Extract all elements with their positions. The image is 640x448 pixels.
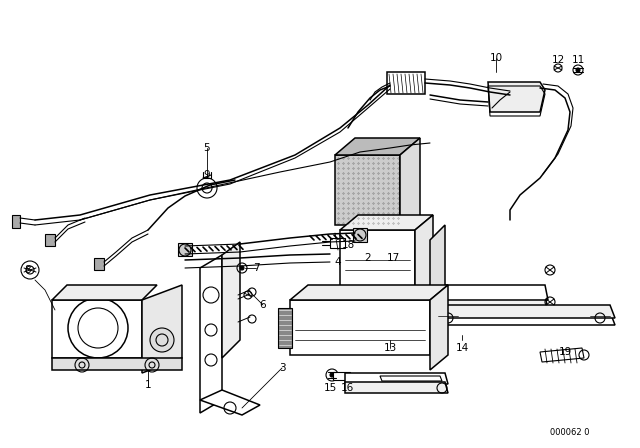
Polygon shape [400, 138, 420, 240]
Polygon shape [430, 295, 548, 310]
Text: 6: 6 [260, 300, 266, 310]
Text: 8: 8 [25, 265, 31, 275]
Polygon shape [333, 372, 350, 380]
Text: 1: 1 [145, 380, 151, 390]
Polygon shape [45, 234, 55, 246]
Polygon shape [430, 285, 548, 300]
Circle shape [240, 266, 244, 270]
Polygon shape [52, 300, 142, 358]
Polygon shape [278, 308, 292, 348]
Polygon shape [290, 285, 448, 300]
Polygon shape [12, 215, 20, 228]
Text: 9: 9 [204, 170, 211, 180]
Polygon shape [353, 228, 367, 242]
Text: 000062 0: 000062 0 [550, 427, 590, 436]
Polygon shape [142, 285, 182, 373]
Polygon shape [94, 258, 104, 270]
Polygon shape [52, 358, 182, 370]
Polygon shape [415, 215, 433, 305]
Polygon shape [52, 285, 157, 300]
Polygon shape [340, 215, 433, 230]
Text: 4: 4 [335, 257, 341, 267]
Text: 12: 12 [552, 55, 564, 65]
Bar [387, 72, 425, 94]
Text: 14: 14 [456, 343, 468, 353]
Circle shape [576, 68, 580, 72]
Polygon shape [200, 255, 222, 413]
Polygon shape [335, 155, 400, 225]
Polygon shape [435, 312, 615, 325]
Text: 7: 7 [253, 263, 259, 273]
Polygon shape [540, 348, 584, 362]
Circle shape [150, 328, 174, 352]
Polygon shape [488, 82, 545, 112]
Text: 2: 2 [365, 253, 371, 263]
Polygon shape [345, 382, 448, 393]
Text: 10: 10 [490, 53, 502, 63]
Text: 3: 3 [278, 363, 285, 373]
Polygon shape [222, 242, 240, 358]
Text: 5: 5 [204, 143, 211, 153]
Polygon shape [200, 390, 260, 415]
Polygon shape [178, 243, 192, 256]
Polygon shape [430, 285, 448, 370]
Text: 16: 16 [340, 383, 354, 393]
Text: 17: 17 [387, 253, 399, 263]
Polygon shape [435, 305, 615, 318]
Text: 15: 15 [323, 383, 337, 393]
Polygon shape [290, 300, 430, 355]
Polygon shape [345, 373, 448, 384]
Text: 18: 18 [341, 240, 355, 250]
Polygon shape [340, 230, 415, 290]
Circle shape [330, 373, 334, 377]
Text: 19: 19 [558, 347, 572, 357]
Polygon shape [430, 225, 445, 325]
Polygon shape [335, 138, 420, 155]
Text: 13: 13 [383, 343, 397, 353]
Text: 11: 11 [572, 55, 584, 65]
